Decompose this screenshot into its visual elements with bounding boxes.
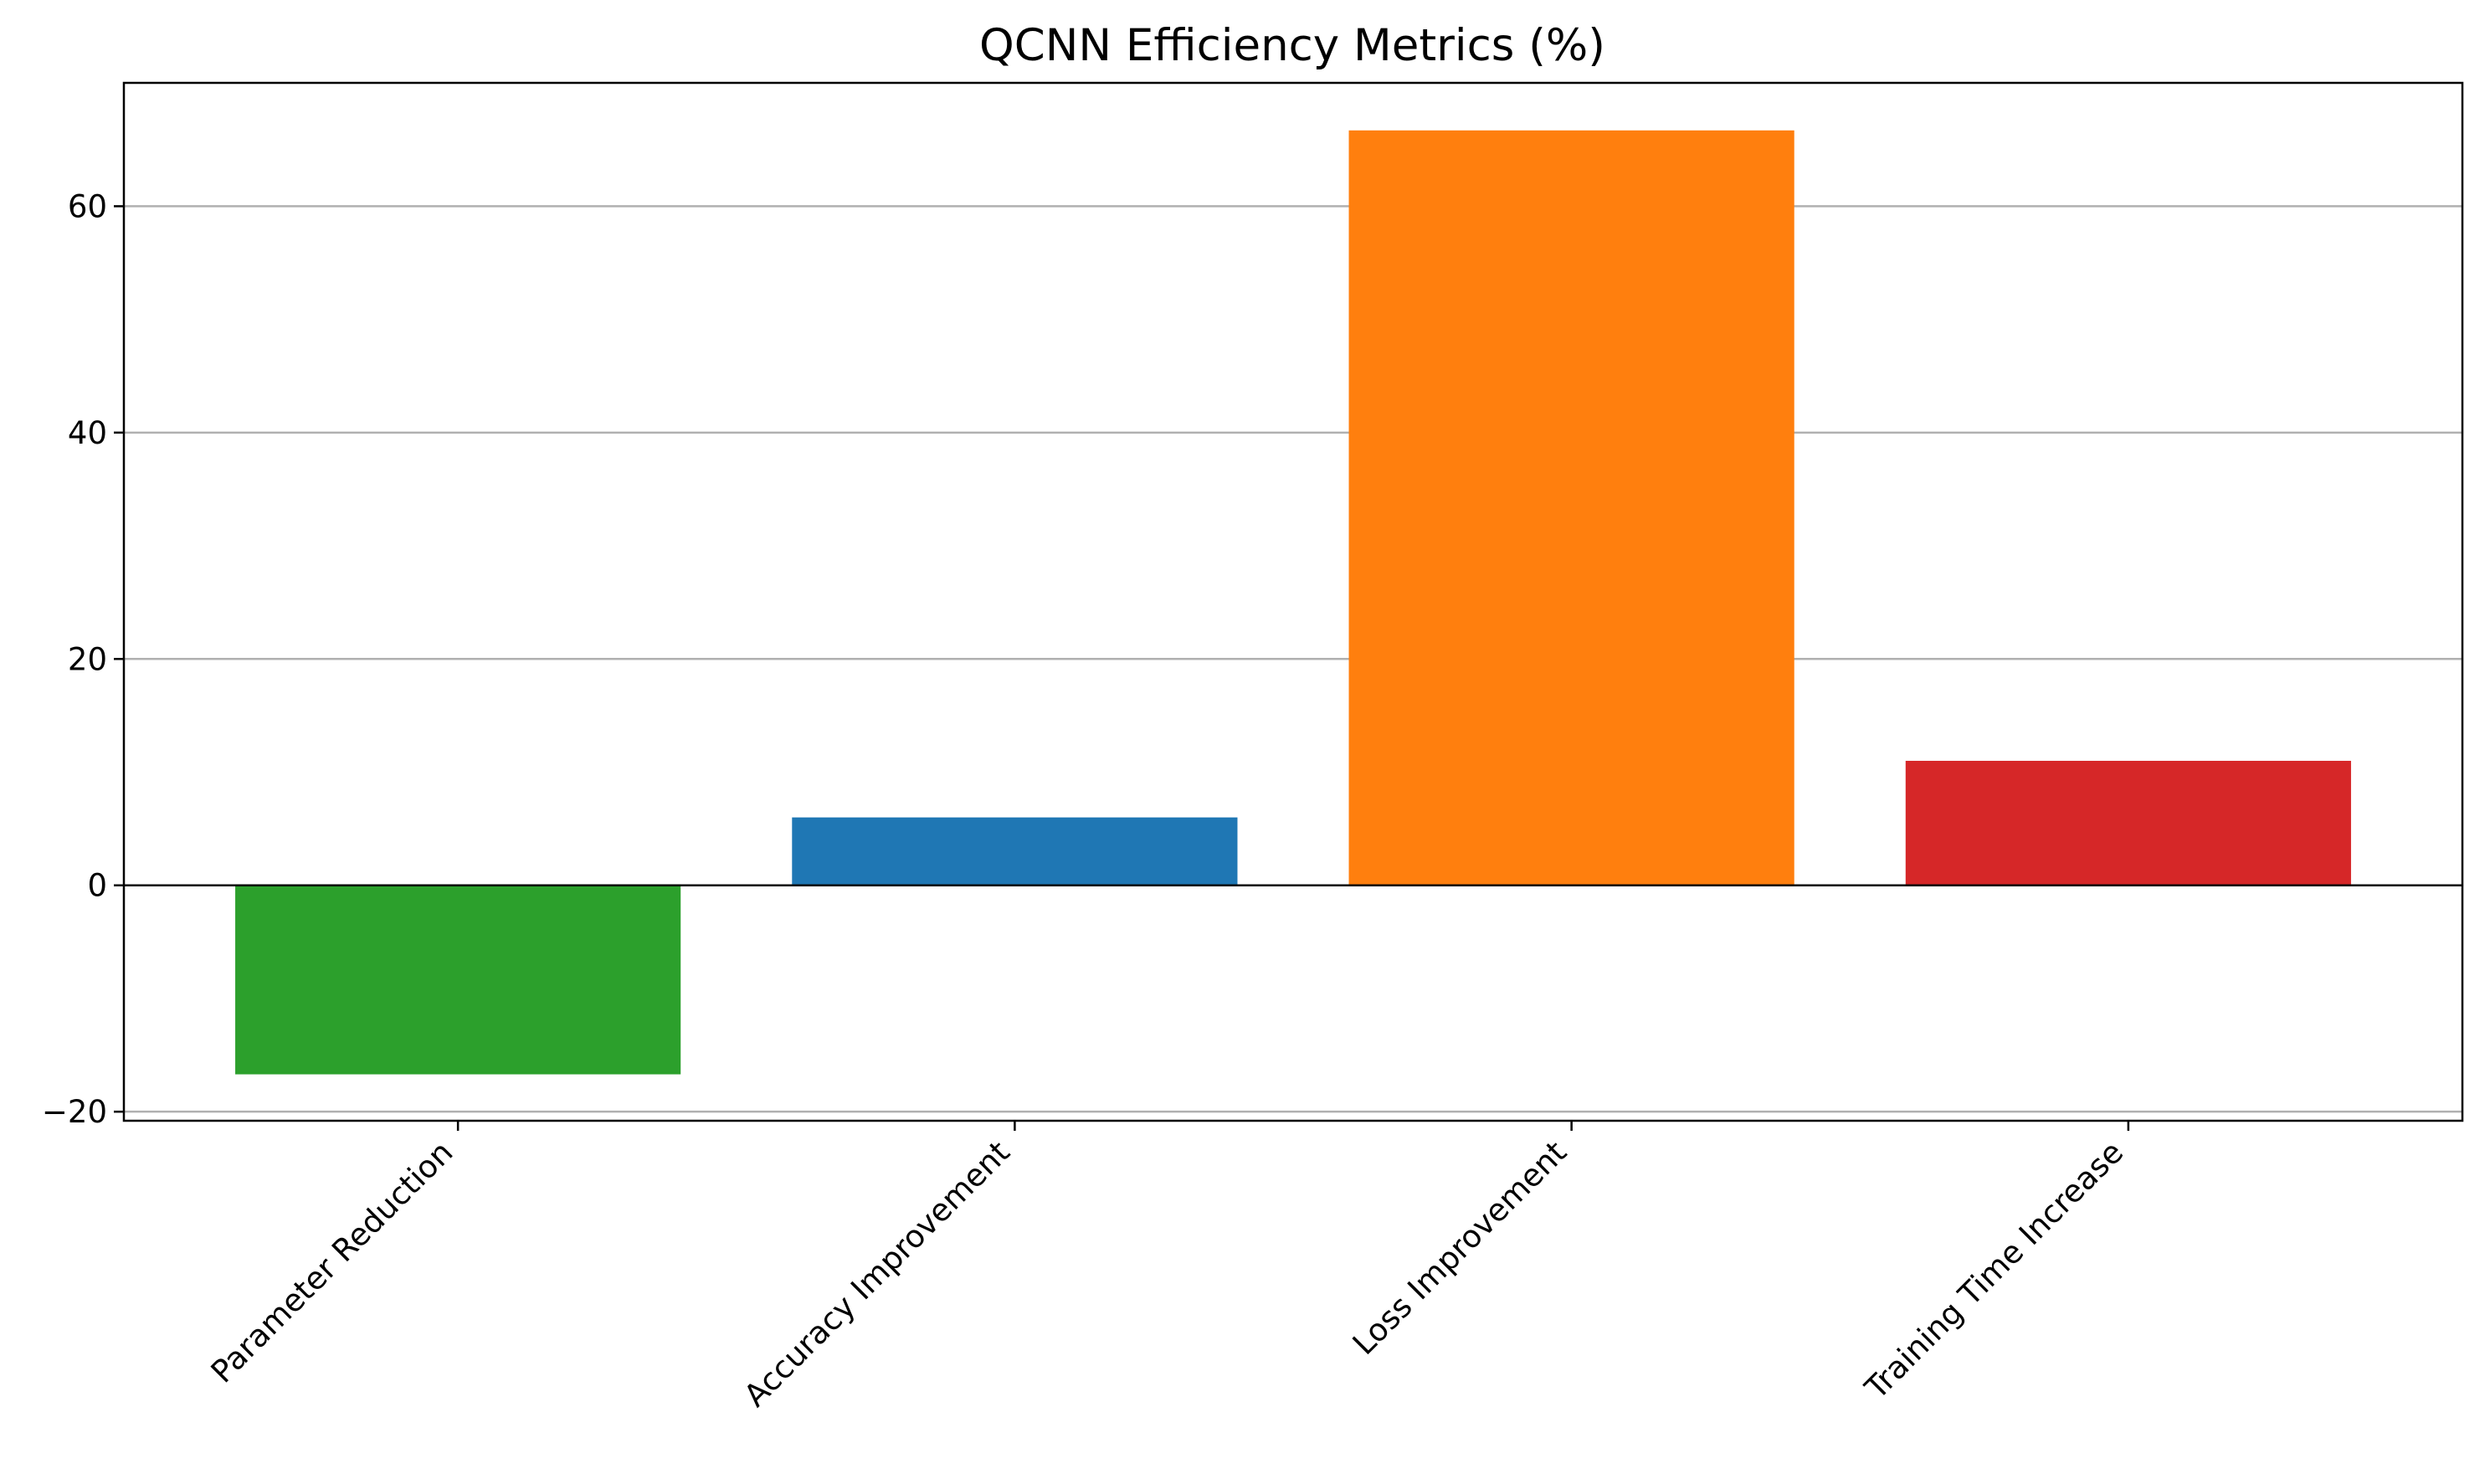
bar-parameter-reduction	[235, 885, 681, 1075]
y-tick-label: 40	[68, 415, 107, 451]
bar-loss-improvement	[1348, 130, 1794, 886]
bar-accuracy-improvement	[792, 817, 1238, 886]
y-tick-label: −20	[42, 1094, 107, 1130]
x-tick-label: Accuracy Improvement	[737, 1134, 1017, 1414]
y-axis: −20 0 20 40 60	[42, 188, 124, 1130]
x-tick-label: Parameter Reduction	[204, 1134, 460, 1390]
x-tick-label: Loss Improvement	[1346, 1134, 1574, 1362]
axes-frame	[122, 81, 2464, 1122]
bar-training-time-increase	[1905, 760, 2351, 886]
x-tick-label: Training Time Increase	[1857, 1134, 2130, 1407]
y-tick-label: 0	[87, 868, 107, 904]
bars	[235, 130, 2351, 1075]
chart-title: QCNN Efficiency Metrics (%)	[979, 20, 1605, 71]
x-axis: Parameter Reduction Accuracy Improvement L…	[204, 1121, 2130, 1414]
y-tick-label: 60	[68, 188, 107, 224]
y-tick-label: 20	[68, 641, 107, 677]
